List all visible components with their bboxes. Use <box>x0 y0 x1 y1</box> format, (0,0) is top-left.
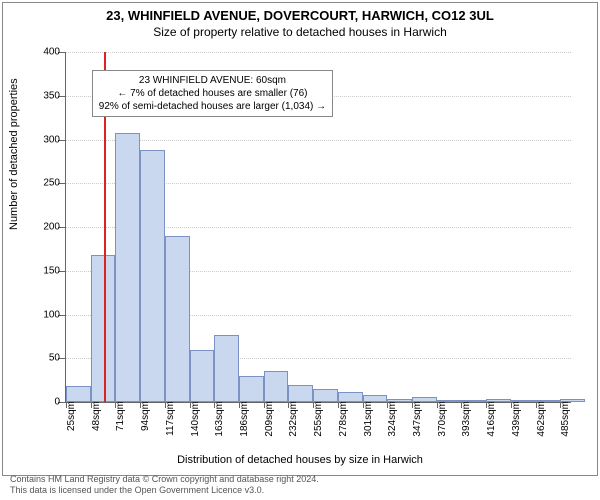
histogram-bar <box>511 400 536 402</box>
annotation-line2: ← 7% of detached houses are smaller (76) <box>99 87 326 100</box>
x-tick-label: 393sqm <box>461 401 472 437</box>
chart-title-address: 23, WHINFIELD AVENUE, DOVERCOURT, HARWIC… <box>0 0 600 23</box>
histogram-bar <box>536 400 561 402</box>
y-tick-label: 200 <box>26 222 60 233</box>
histogram-bar <box>486 399 511 402</box>
x-tick-label: 186sqm <box>239 401 250 437</box>
histogram-bar <box>190 350 215 403</box>
chart-container: 23, WHINFIELD AVENUE, DOVERCOURT, HARWIC… <box>0 0 600 500</box>
histogram-bar <box>165 236 190 402</box>
y-tick-label: 100 <box>26 309 60 320</box>
y-tick-label: 400 <box>26 47 60 58</box>
x-tick-label: 140sqm <box>190 401 201 437</box>
x-tick-label: 278sqm <box>338 401 349 437</box>
plot-area: 05010015020025030035040025sqm48sqm71sqm9… <box>65 52 571 403</box>
annotation-line1: 23 WHINFIELD AVENUE: 60sqm <box>99 74 326 87</box>
footer-attribution: Contains HM Land Registry data © Crown c… <box>10 474 590 496</box>
y-tick-label: 250 <box>26 178 60 189</box>
y-tick-label: 50 <box>26 353 60 364</box>
x-tick-label: 301sqm <box>363 401 374 437</box>
gridline-h <box>66 52 571 53</box>
x-tick-label: 370sqm <box>437 401 448 437</box>
y-tick-label: 150 <box>26 265 60 276</box>
histogram-bar <box>387 399 412 402</box>
histogram-bar <box>461 400 486 402</box>
histogram-bar <box>412 397 437 402</box>
x-tick-label: 117sqm <box>165 401 176 436</box>
histogram-bar <box>560 399 585 403</box>
x-tick-label: 416sqm <box>486 401 497 437</box>
y-tick-label: 0 <box>26 397 60 408</box>
x-tick-label: 255sqm <box>313 401 324 437</box>
gridline-h <box>66 140 571 141</box>
y-axis-label: Number of detached properties <box>8 78 20 230</box>
histogram-bar <box>140 150 165 402</box>
histogram-bar <box>338 392 363 403</box>
x-tick-label: 48sqm <box>91 401 102 431</box>
y-tick-label: 350 <box>26 90 60 101</box>
x-tick-label: 485sqm <box>560 401 571 437</box>
x-axis-label: Distribution of detached houses by size … <box>0 454 600 466</box>
chart-subtitle: Size of property relative to detached ho… <box>0 23 600 39</box>
footer-line1: Contains HM Land Registry data © Crown c… <box>10 474 319 484</box>
x-tick-label: 439sqm <box>511 401 522 437</box>
histogram-bar <box>115 133 140 403</box>
histogram-bar <box>214 335 239 402</box>
y-tick-label: 300 <box>26 134 60 145</box>
x-tick-label: 163sqm <box>214 401 225 437</box>
histogram-bar <box>239 376 264 402</box>
annotation-line3: 92% of semi-detached houses are larger (… <box>99 100 326 113</box>
x-tick-label: 209sqm <box>264 401 275 437</box>
x-tick-label: 347sqm <box>412 401 423 437</box>
histogram-bar <box>313 389 338 402</box>
x-tick-label: 232sqm <box>288 401 299 437</box>
histogram-bar <box>264 371 289 402</box>
x-tick-label: 324sqm <box>387 401 398 437</box>
histogram-bar <box>288 385 313 403</box>
x-tick-label: 462sqm <box>536 401 547 437</box>
histogram-bar <box>437 400 462 402</box>
footer-line2: This data is licensed under the Open Gov… <box>10 485 264 495</box>
x-tick-label: 71sqm <box>115 401 126 431</box>
x-tick-label: 94sqm <box>140 401 151 431</box>
histogram-bar <box>66 386 91 402</box>
annotation-box: 23 WHINFIELD AVENUE: 60sqm← 7% of detach… <box>92 70 333 117</box>
x-tick-label: 25sqm <box>66 401 77 431</box>
histogram-bar <box>363 395 388 402</box>
